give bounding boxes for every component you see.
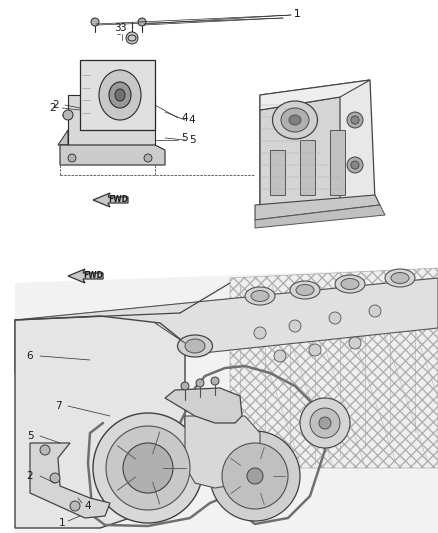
Ellipse shape xyxy=(385,269,415,287)
Ellipse shape xyxy=(341,279,359,289)
Circle shape xyxy=(196,379,204,387)
Ellipse shape xyxy=(290,281,320,299)
Polygon shape xyxy=(230,268,438,468)
Circle shape xyxy=(70,501,80,511)
Circle shape xyxy=(40,445,50,455)
Circle shape xyxy=(351,161,359,169)
Text: 4: 4 xyxy=(189,115,195,125)
Circle shape xyxy=(349,337,361,349)
Text: 2: 2 xyxy=(27,471,33,481)
Ellipse shape xyxy=(391,272,409,284)
Polygon shape xyxy=(255,195,380,220)
Polygon shape xyxy=(165,388,242,423)
Ellipse shape xyxy=(251,290,269,302)
Text: 6: 6 xyxy=(27,351,33,361)
Circle shape xyxy=(138,18,146,26)
Polygon shape xyxy=(68,145,80,155)
Circle shape xyxy=(106,426,190,510)
Polygon shape xyxy=(15,278,438,373)
Text: 3: 3 xyxy=(119,23,125,33)
Polygon shape xyxy=(60,145,165,165)
Circle shape xyxy=(351,116,359,124)
Circle shape xyxy=(309,344,321,356)
Circle shape xyxy=(68,154,76,162)
Text: 2: 2 xyxy=(53,100,59,110)
Polygon shape xyxy=(255,205,385,228)
Ellipse shape xyxy=(245,287,275,305)
Circle shape xyxy=(319,417,331,429)
Text: 4: 4 xyxy=(85,501,91,511)
Circle shape xyxy=(347,157,363,173)
Polygon shape xyxy=(93,193,128,207)
Circle shape xyxy=(247,468,263,484)
Text: 2: 2 xyxy=(49,103,57,113)
Polygon shape xyxy=(58,130,68,145)
Polygon shape xyxy=(68,95,155,145)
Circle shape xyxy=(222,443,288,509)
Circle shape xyxy=(181,382,189,390)
Polygon shape xyxy=(300,140,315,195)
Ellipse shape xyxy=(296,285,314,295)
Text: 1: 1 xyxy=(294,9,300,19)
Circle shape xyxy=(50,473,60,483)
Ellipse shape xyxy=(115,89,125,101)
Circle shape xyxy=(126,32,138,44)
Polygon shape xyxy=(185,416,260,488)
Polygon shape xyxy=(15,316,185,528)
Ellipse shape xyxy=(289,115,301,125)
Circle shape xyxy=(63,110,73,120)
Polygon shape xyxy=(15,268,438,533)
Ellipse shape xyxy=(335,275,365,293)
Circle shape xyxy=(210,431,300,521)
Text: 1: 1 xyxy=(294,9,300,19)
Polygon shape xyxy=(80,60,155,130)
Polygon shape xyxy=(330,130,345,195)
Circle shape xyxy=(254,327,266,339)
Circle shape xyxy=(329,312,341,324)
Text: 4: 4 xyxy=(182,113,188,123)
Circle shape xyxy=(123,443,173,493)
Circle shape xyxy=(144,154,152,162)
Circle shape xyxy=(300,398,350,448)
Polygon shape xyxy=(260,80,375,215)
Ellipse shape xyxy=(177,335,212,357)
Circle shape xyxy=(310,408,340,438)
Polygon shape xyxy=(260,97,340,215)
Circle shape xyxy=(93,413,203,523)
Circle shape xyxy=(91,18,99,26)
Ellipse shape xyxy=(99,70,141,120)
Text: 3: 3 xyxy=(114,23,120,33)
Text: FWD: FWD xyxy=(83,271,103,280)
Polygon shape xyxy=(30,443,110,518)
Text: 5: 5 xyxy=(27,431,33,441)
Circle shape xyxy=(347,112,363,128)
Ellipse shape xyxy=(109,82,131,108)
Ellipse shape xyxy=(185,339,205,353)
Polygon shape xyxy=(68,269,103,283)
Text: 5: 5 xyxy=(189,135,195,145)
Circle shape xyxy=(274,350,286,362)
Text: 5: 5 xyxy=(182,133,188,143)
Circle shape xyxy=(289,320,301,332)
Polygon shape xyxy=(270,150,285,195)
Text: 1: 1 xyxy=(59,518,65,528)
Ellipse shape xyxy=(272,101,318,139)
Text: FWD: FWD xyxy=(108,196,128,205)
Circle shape xyxy=(369,305,381,317)
Circle shape xyxy=(211,377,219,385)
Ellipse shape xyxy=(281,108,309,132)
Polygon shape xyxy=(260,80,370,110)
Text: 7: 7 xyxy=(55,401,61,411)
